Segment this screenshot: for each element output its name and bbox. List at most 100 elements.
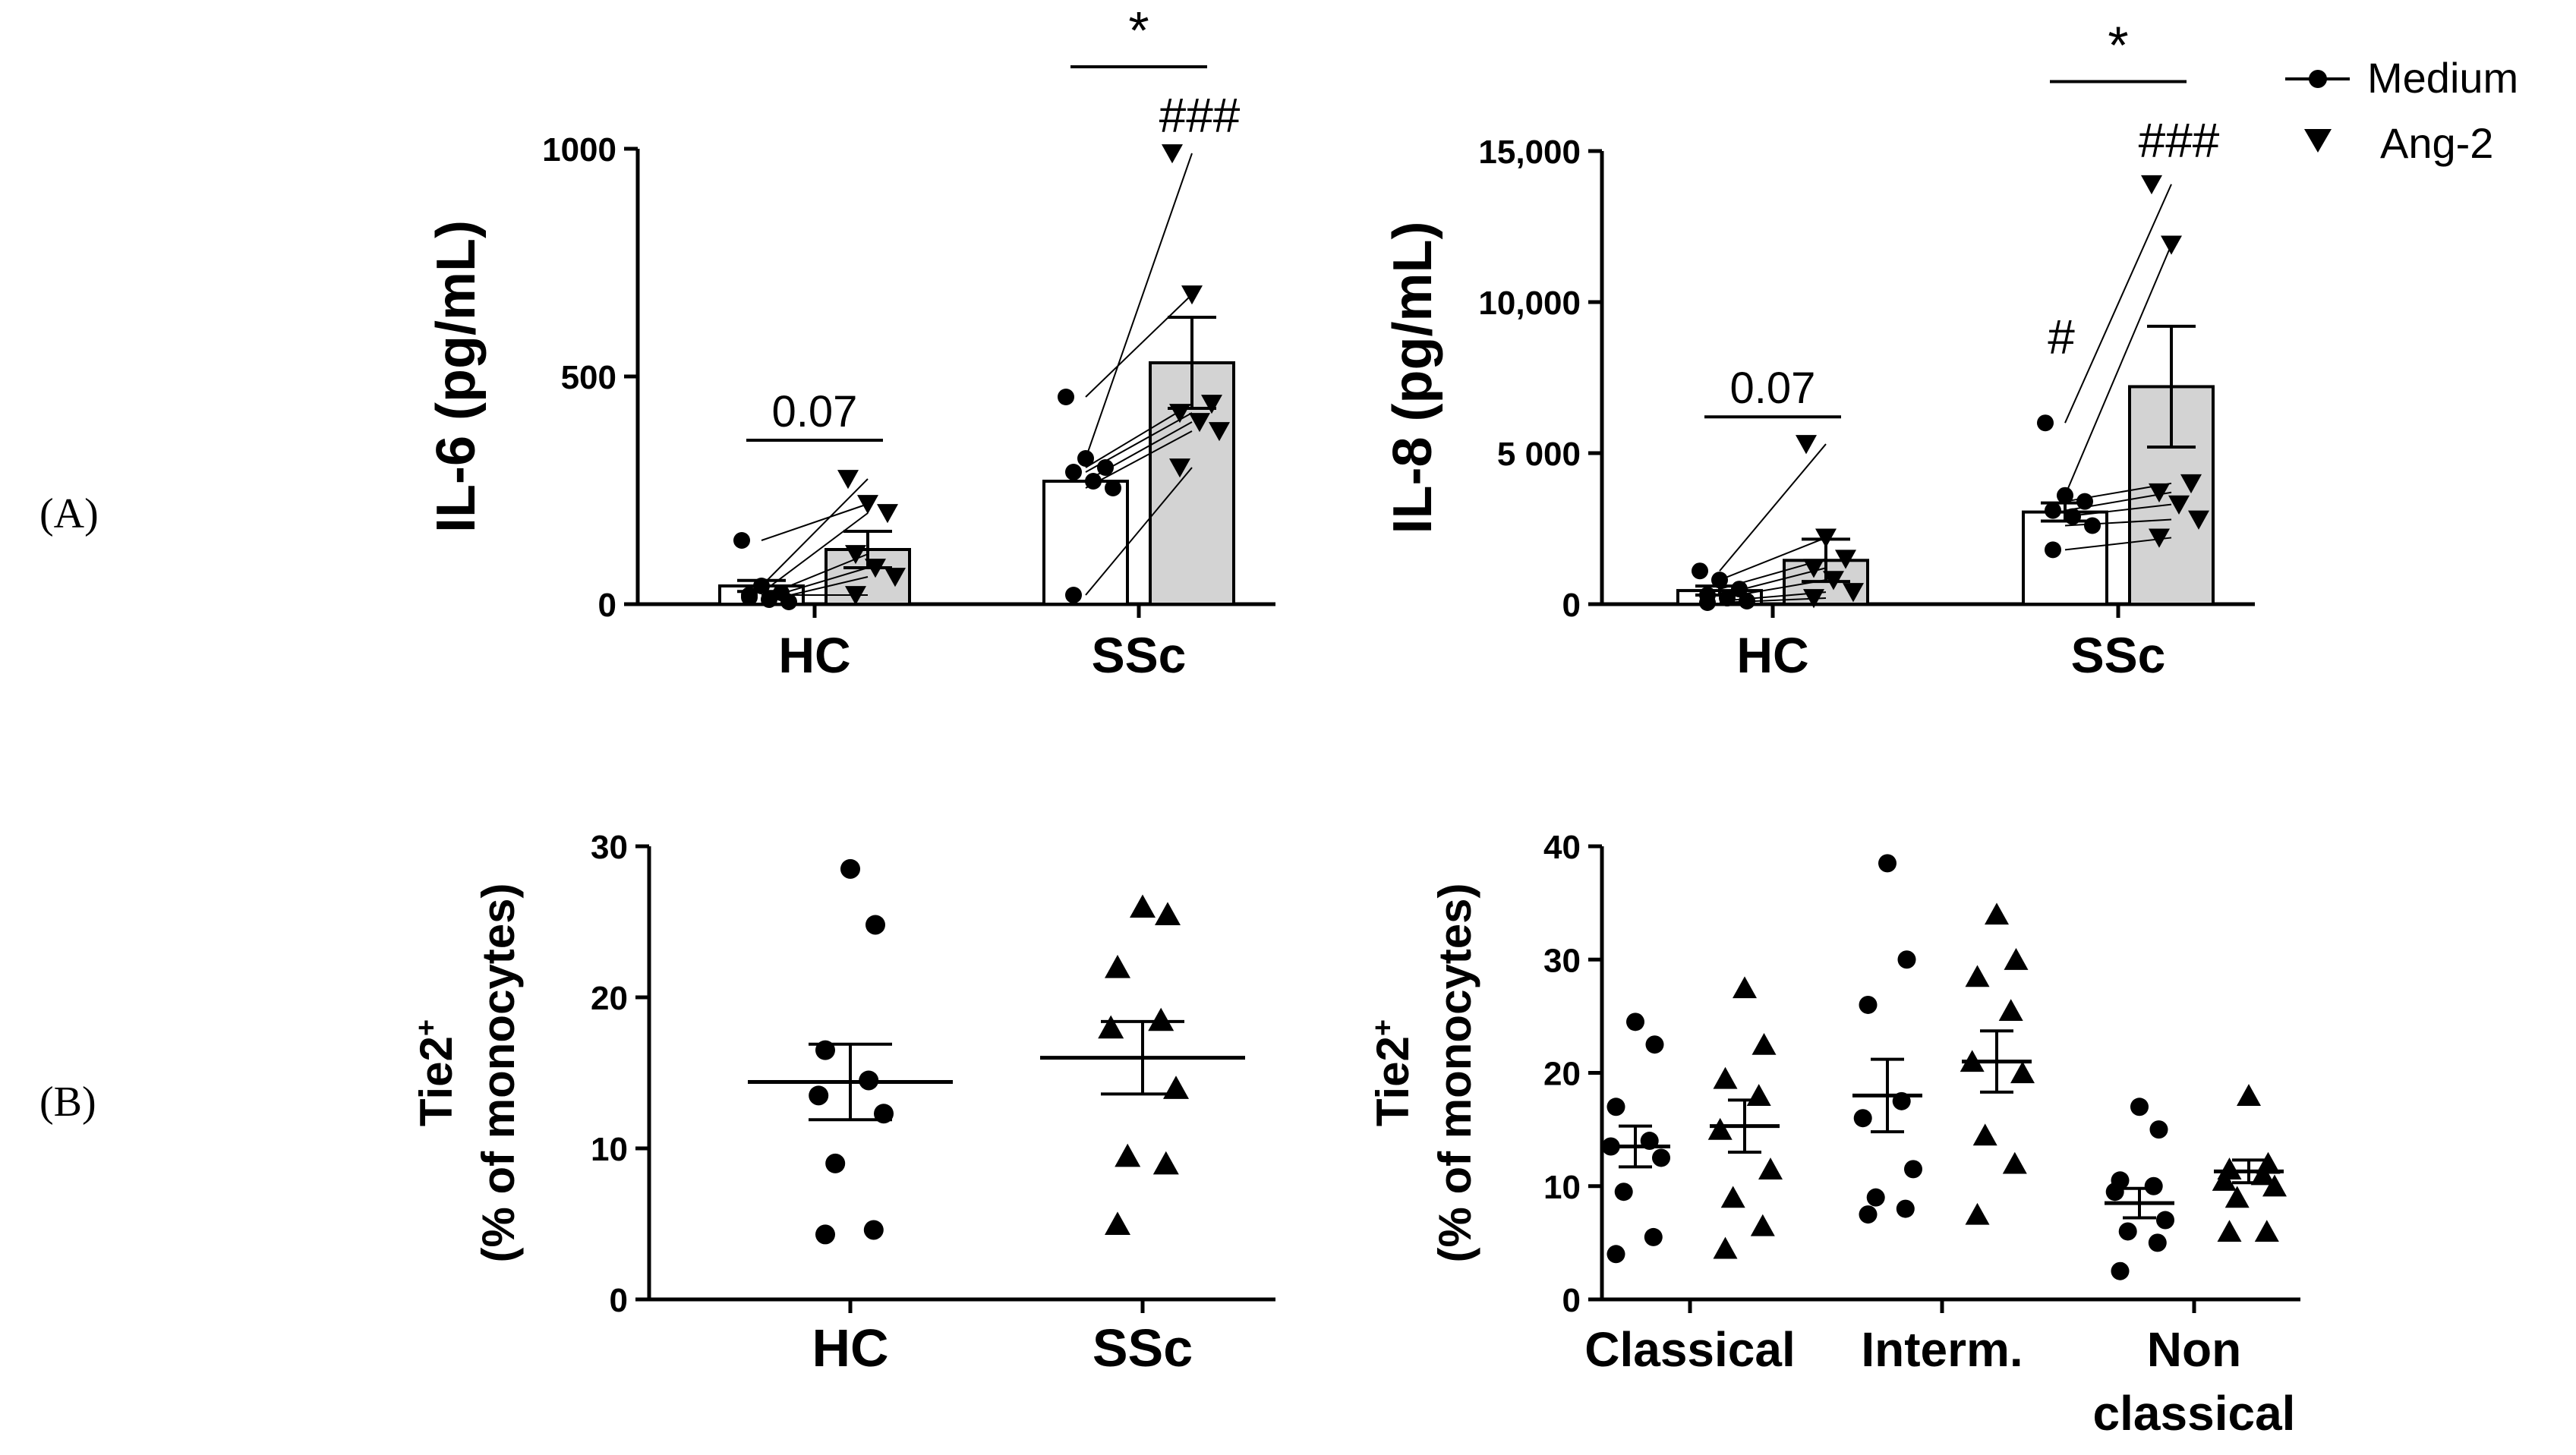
il8-y-tick-label: 15,000 <box>1478 134 1581 171</box>
tie2-subsets-point-triangle <box>1707 1117 1733 1140</box>
il8-pair-line <box>2064 184 2172 424</box>
il6-point-ang2 <box>1201 395 1222 414</box>
tie2-total-point-triangle <box>1130 894 1156 918</box>
il6-point-medium <box>1058 389 1074 405</box>
tie2-total-point-circle <box>809 1085 829 1106</box>
il6-x-tick-label: HC <box>778 627 850 683</box>
tie2-total-point-circle <box>825 1153 846 1173</box>
legend-ang2-label: Ang-2 <box>2380 119 2493 167</box>
il6-annotation: 0.07 <box>772 387 858 436</box>
il6-point-medium <box>1105 480 1121 496</box>
il6-pair-line <box>761 478 869 587</box>
il6-pair-line <box>1085 430 1193 489</box>
il8-pair-line <box>2064 518 2172 527</box>
chart-tie2-total: 0 10 20 30 HC SSc Tie2+ (% of monocytes) <box>411 829 1275 1378</box>
tie2-subsets-point-circle <box>1896 1199 1915 1218</box>
il8-point-ang2 <box>2141 175 2162 195</box>
il8-pair-line <box>2064 503 2172 518</box>
il8-pair-line <box>2064 244 2172 496</box>
tie2-subsets-point-triangle <box>1758 1157 1783 1179</box>
chart-il6: 0 500 1000 HC SSc 0.07 *### IL-6 (pg/mL) <box>426 1 1275 683</box>
il6-point-medium <box>1085 473 1102 490</box>
tie2-total-y-tick-label: 0 <box>610 1282 628 1319</box>
tie2-subsets-point-circle <box>1626 1013 1644 1031</box>
il6-point-ang2 <box>877 504 898 524</box>
tie2-subsets-x-tick-label: classical <box>2093 1386 2296 1441</box>
tie2-subsets-point-triangle <box>2224 1186 2250 1208</box>
tie2-subsets-point-triangle <box>1713 1066 1738 1089</box>
tie2-total-y-tick-label: 10 <box>591 1131 628 1168</box>
il6-y-tick-label: 0 <box>598 587 616 624</box>
il8-annotation: 0.07 <box>1730 364 1816 413</box>
tie2-subsets-point-circle <box>1652 1148 1670 1167</box>
il6-point-medium <box>733 532 750 549</box>
il6-point-medium <box>1097 459 1114 476</box>
il8-point-ang2 <box>1843 583 1864 603</box>
tie2-subsets-point-triangle <box>1746 1084 1771 1106</box>
il6-pair-line <box>1085 294 1193 398</box>
tie2-total-point-circle <box>840 858 860 879</box>
il8-point-medium <box>1692 562 1708 580</box>
tie2-total-y-label-line1: Tie2+ <box>411 1019 462 1126</box>
il6-pair-line <box>1085 403 1193 468</box>
tie2-total-point-triangle <box>1148 1007 1174 1031</box>
chart-tie2-subsets: 0 10 20 30 40 Classical Interm. Non classical Tie… <box>1367 829 2300 1441</box>
tie2-subsets-point-triangle <box>1751 1032 1777 1055</box>
il6-point-ang2 <box>884 568 906 587</box>
tie2-subsets-point-circle <box>1606 1245 1625 1264</box>
tie2-subsets-point-circle <box>2118 1222 2137 1241</box>
panel-label-b: (B) <box>39 1079 96 1126</box>
tie2-subsets-point-circle <box>2156 1211 2174 1230</box>
tie2-subsets-point-triangle <box>1965 1202 1990 1225</box>
tie2-subsets-point-triangle <box>2002 1151 2027 1174</box>
il8-point-medium <box>2045 502 2061 519</box>
il6-pair-line <box>1085 467 1193 596</box>
tie2-subsets-point-circle <box>1606 1098 1625 1116</box>
tie2-subsets-point-circle <box>2148 1233 2167 1252</box>
il8-point-ang2 <box>1803 559 1824 578</box>
il8-point-ang2 <box>1835 550 1856 569</box>
il8-point-medium <box>2057 487 2073 504</box>
tie2-subsets-point-triangle <box>2010 1061 2035 1084</box>
il8-pair-line <box>1719 443 1827 572</box>
tie2-subsets-y-label-line1: Tie2+ <box>1367 1019 1418 1126</box>
il8-point-ang2 <box>2149 483 2170 503</box>
il6-point-ang2 <box>1169 458 1190 478</box>
il8-point-ang2 <box>2180 474 2202 494</box>
il6-y-label: IL-6 (pg/mL) <box>426 220 487 533</box>
il6-point-medium <box>741 587 758 603</box>
tie2-subsets-y-tick-label: 20 <box>1543 1056 1581 1093</box>
il6-x-tick-label: SSc <box>1092 627 1187 683</box>
tie2-total-point-triangle <box>1115 1143 1141 1167</box>
panel-label-a: (A) <box>39 490 99 537</box>
tie2-total-point-triangle <box>1098 1015 1124 1039</box>
il8-annotation: ### <box>2139 113 2220 168</box>
tie2-subsets-point-circle <box>1645 1035 1664 1054</box>
il6-pair-line <box>761 503 869 541</box>
il8-annotation: * <box>2108 15 2128 74</box>
il8-pair-line <box>1719 537 1827 581</box>
il8-point-ang2 <box>1796 435 1817 455</box>
tie2-total-y-label-line2: (% of monocytes) <box>473 883 524 1262</box>
il6-bar <box>1042 480 1129 606</box>
il8-point-medium <box>1719 590 1736 607</box>
il8-pair-line <box>2064 537 2172 551</box>
legend-ang2-marker <box>2304 129 2332 153</box>
tie2-subsets-x-tick-label: Non <box>2147 1322 2241 1377</box>
tie2-subsets-point-triangle <box>2212 1169 2237 1191</box>
il6-point-ang2 <box>1181 285 1203 305</box>
il8-point-ang2 <box>2149 528 2170 548</box>
tie2-total-point-circle <box>863 1220 884 1240</box>
tie2-subsets-point-circle <box>1853 1109 1872 1128</box>
tie2-total-x-tick-label: SSc <box>1093 1318 1193 1378</box>
il6-point-ang2 <box>857 495 878 515</box>
il8-point-ang2 <box>2188 510 2209 530</box>
il8-point-ang2 <box>2161 235 2182 255</box>
il8-y-tick-label: 0 <box>1562 587 1581 624</box>
tie2-subsets-point-triangle <box>1972 1123 1997 1146</box>
tie2-subsets-point-circle <box>2149 1120 2168 1139</box>
tie2-subsets-point-circle <box>1878 854 1897 873</box>
tie2-subsets-point-triangle <box>1750 1214 1775 1236</box>
il6-point-medium <box>1065 464 1082 480</box>
tie2-total-point-triangle <box>1155 902 1181 925</box>
